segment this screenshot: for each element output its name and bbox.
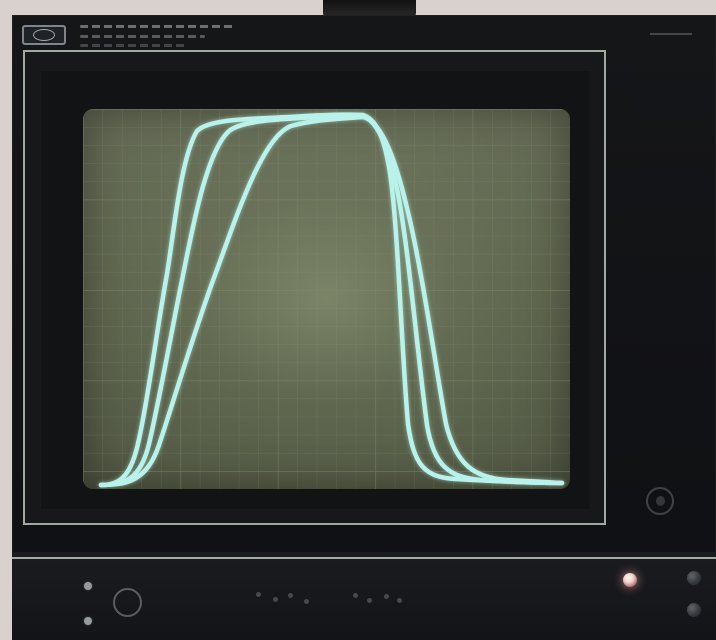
top-label-strip (80, 23, 250, 49)
front-indicator-bottom (84, 617, 92, 625)
control-dot (304, 599, 309, 604)
knob-icon (113, 588, 142, 617)
front-indicator-top (84, 582, 92, 590)
trace-1 (98, 112, 565, 488)
right-small-knob-top (687, 571, 701, 585)
control-marks-middle (353, 592, 423, 608)
control-dot (384, 594, 389, 599)
panel-divider-line (12, 557, 716, 559)
control-dot (288, 593, 293, 598)
control-dot (397, 598, 402, 603)
control-dot (273, 597, 278, 602)
crt-screen (83, 109, 570, 489)
control-dot (256, 592, 261, 597)
control-marks-right (397, 592, 419, 608)
top-right-marking (650, 33, 692, 35)
label-stripe-3 (80, 44, 185, 47)
control-dot (353, 593, 358, 598)
right-bezel-knob (646, 487, 674, 515)
label-stripe-1 (80, 25, 235, 28)
right-small-knob-bottom (687, 603, 701, 617)
brand-box (22, 25, 66, 45)
label-stripe-2 (80, 35, 205, 38)
indicator-light-icon (623, 573, 637, 587)
logo-icon (33, 29, 55, 41)
trace-2 (98, 113, 565, 488)
control-marks-left (256, 592, 326, 608)
control-dot (367, 598, 372, 603)
trace-layer (98, 112, 565, 488)
top-handle (323, 0, 416, 18)
trace-3 (98, 114, 565, 488)
